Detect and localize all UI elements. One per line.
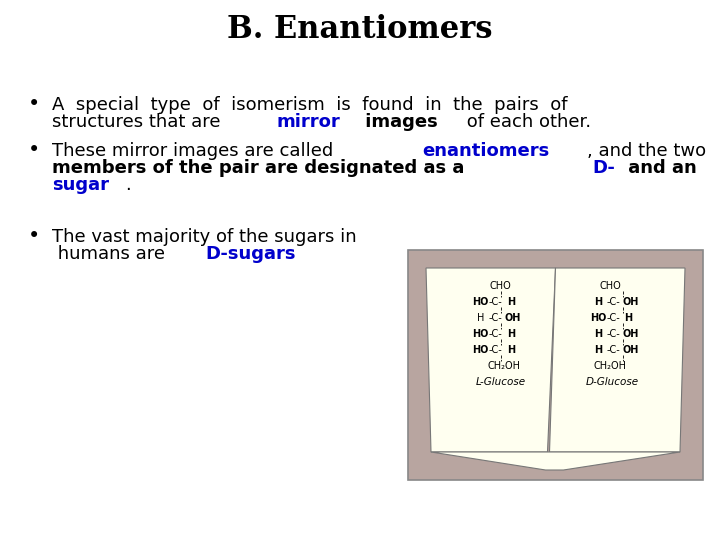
Text: -C-: -C- <box>489 297 503 307</box>
Text: -C-: -C- <box>606 297 620 307</box>
Text: B. Enantiomers: B. Enantiomers <box>228 15 492 45</box>
Text: , and the two: , and the two <box>587 142 706 160</box>
Text: •: • <box>28 226 40 246</box>
Text: -C-: -C- <box>489 313 503 323</box>
Text: The vast majority of the sugars in: The vast majority of the sugars in <box>52 228 356 246</box>
Text: H: H <box>594 297 603 307</box>
Text: L-Glucose: L-Glucose <box>476 377 526 387</box>
Text: sugar: sugar <box>52 176 109 194</box>
Text: •: • <box>28 140 40 160</box>
Text: -C-: -C- <box>606 345 620 355</box>
Text: .: . <box>125 176 131 194</box>
Text: H: H <box>624 313 632 323</box>
Text: and an: and an <box>621 159 703 177</box>
FancyBboxPatch shape <box>408 250 703 480</box>
Text: •: • <box>28 94 40 114</box>
Text: OH: OH <box>622 329 639 339</box>
Text: HO: HO <box>472 297 489 307</box>
Text: -C-: -C- <box>606 329 620 339</box>
Text: OH: OH <box>505 313 521 323</box>
Text: These mirror images are called: These mirror images are called <box>52 142 339 160</box>
Text: CH₂OH: CH₂OH <box>594 361 626 371</box>
Text: H: H <box>507 297 515 307</box>
Text: -C-: -C- <box>489 345 503 355</box>
Text: D-: D- <box>592 159 615 177</box>
Text: structures that are: structures that are <box>52 113 226 131</box>
Text: H: H <box>507 345 515 355</box>
Polygon shape <box>431 452 680 470</box>
Text: H: H <box>594 345 603 355</box>
Text: HO: HO <box>472 329 489 339</box>
Text: H: H <box>507 329 515 339</box>
Text: A  special  type  of  isomerism  is  found  in  the  pairs  of: A special type of isomerism is found in … <box>52 96 567 114</box>
Text: CHO: CHO <box>490 281 512 291</box>
Polygon shape <box>549 268 685 452</box>
Text: D-Glucose: D-Glucose <box>585 377 639 387</box>
Text: of each other.: of each other. <box>461 113 591 131</box>
Polygon shape <box>426 268 556 452</box>
Text: OH: OH <box>622 345 639 355</box>
Text: enantiomers: enantiomers <box>423 142 549 160</box>
Text: -C-: -C- <box>489 329 503 339</box>
Text: humans are: humans are <box>52 245 171 263</box>
Text: images: images <box>359 113 438 131</box>
Text: HO: HO <box>590 313 606 323</box>
Text: OH: OH <box>622 297 639 307</box>
Text: members of the pair are designated as a: members of the pair are designated as a <box>52 159 471 177</box>
Text: CHO: CHO <box>599 281 621 291</box>
Text: mirror: mirror <box>276 113 341 131</box>
Text: H: H <box>477 313 485 323</box>
Text: -C-: -C- <box>606 313 620 323</box>
Text: H: H <box>594 329 603 339</box>
Text: CH₂OH: CH₂OH <box>487 361 521 371</box>
Text: D-sugars: D-sugars <box>205 245 296 263</box>
Text: HO: HO <box>472 345 489 355</box>
